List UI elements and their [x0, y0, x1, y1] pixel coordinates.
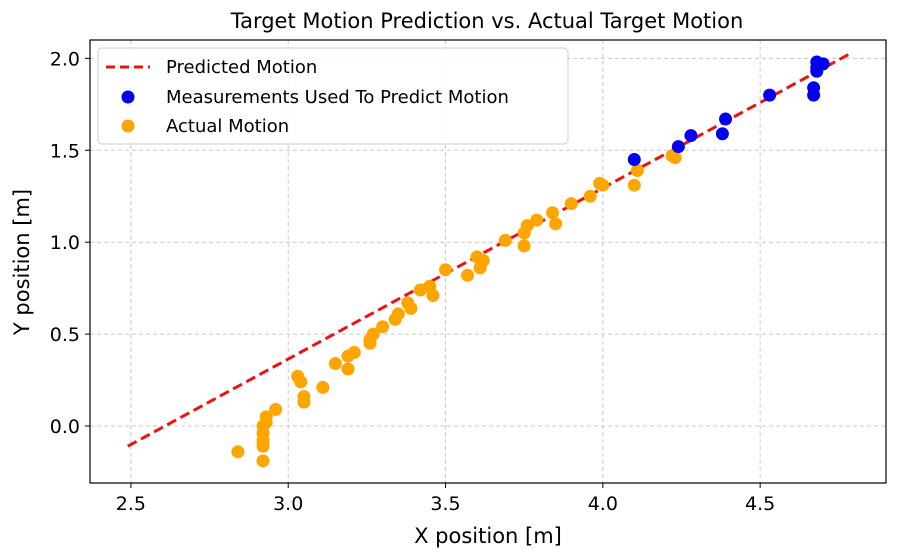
measurement-point — [810, 64, 824, 78]
actual-motion-point — [439, 263, 453, 277]
legend-label-actual: Actual Motion — [166, 116, 289, 137]
y-tick-label: 1.0 — [50, 232, 80, 254]
x-axis-label: X position [m] — [414, 524, 562, 548]
legend: Predicted Motion Measurements Used To Pr… — [97, 47, 569, 145]
chart-title: Target Motion Prediction vs. Actual Targ… — [230, 9, 744, 33]
actual-motion-point — [545, 206, 559, 220]
x-tick-label: 2.5 — [116, 493, 146, 515]
actual-motion-point — [596, 178, 610, 192]
actual-motion-point — [461, 268, 475, 282]
x-tick-label: 4.0 — [588, 493, 618, 515]
actual-motion-point — [530, 213, 544, 227]
legend-label-predicted: Predicted Motion — [166, 57, 317, 78]
actual-motion-point — [549, 217, 563, 231]
legend-actual-marker-icon — [121, 119, 135, 133]
actual-motion-point — [520, 219, 534, 233]
measurement-point — [807, 81, 821, 95]
measurement-point — [719, 112, 733, 126]
y-tick-label: 0.0 — [50, 416, 80, 438]
actual-motion-point — [426, 289, 440, 303]
axis-ticks: 2.5 3.0 3.5 4.0 4.5 0.0 0.5 1.0 1.5 2.0 — [50, 48, 775, 515]
actual-motion-point — [259, 410, 273, 424]
actual-motion-point — [583, 189, 597, 203]
actual-motion-point — [231, 445, 245, 459]
actual-motion-point — [256, 454, 270, 468]
legend-box — [97, 47, 569, 145]
y-tick-label: 1.5 — [50, 140, 80, 162]
x-tick-label: 3.0 — [273, 493, 303, 515]
actual-motion-point — [347, 345, 361, 359]
actual-motion-point — [630, 164, 644, 178]
actual-motion-point — [404, 301, 418, 315]
actual-motion-point — [498, 233, 512, 247]
actual-motion-point — [316, 380, 330, 394]
actual-motion-point — [564, 197, 578, 211]
actual-motion-point — [294, 375, 308, 389]
actual-motion-point — [376, 320, 390, 334]
measurement-point — [671, 140, 685, 154]
actual-motion-point — [269, 402, 283, 416]
actual-motion-point — [391, 307, 405, 321]
measurement-point — [763, 88, 777, 102]
data-marks — [127, 53, 849, 468]
actual-motion-point — [328, 357, 342, 371]
legend-measurement-marker-icon — [121, 90, 135, 104]
actual-motion-point — [297, 395, 311, 409]
y-tick-label: 2.0 — [50, 48, 80, 70]
actual-motion-point — [470, 250, 484, 264]
actual-motion-point — [341, 362, 355, 376]
plot-area — [89, 39, 887, 484]
measurement-point — [684, 129, 698, 143]
legend-label-measurements: Measurements Used To Predict Motion — [166, 87, 509, 108]
actual-motion-point — [665, 149, 679, 163]
y-tick-label: 0.5 — [50, 324, 80, 346]
x-tick-label: 4.5 — [745, 493, 775, 515]
measurement-point — [627, 152, 641, 166]
measurement-point — [715, 127, 729, 141]
actual-motion-point — [517, 239, 531, 253]
y-axis-label: Y position [m] — [10, 189, 34, 336]
x-tick-label: 3.5 — [430, 493, 460, 515]
actual-motion-point — [627, 178, 641, 192]
actual-motion-point — [366, 327, 380, 341]
